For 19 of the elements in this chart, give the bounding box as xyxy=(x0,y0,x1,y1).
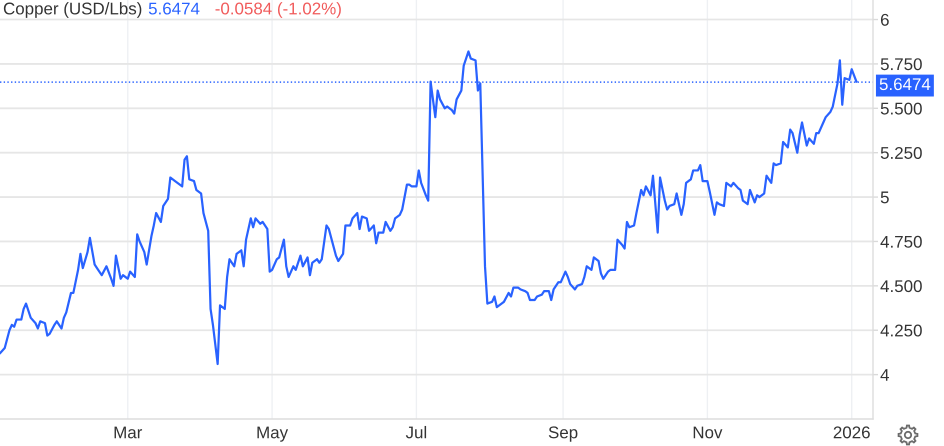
y-tick-label: 5.500 xyxy=(880,102,922,115)
ref-line-label: 5.6474 xyxy=(880,78,930,90)
y-tick-label: 6 xyxy=(880,14,889,26)
x-tick-label: Jul xyxy=(406,426,426,438)
x-tick-label: Sep xyxy=(548,426,578,442)
y-tick-label: 4.750 xyxy=(880,236,922,248)
annotation: 5.6474 xyxy=(148,2,200,15)
y-tick-label: 4.500 xyxy=(880,280,922,292)
y-tick-label: 5 xyxy=(880,192,889,204)
y-tick-label: 5.250 xyxy=(880,146,922,159)
y-tick-label: 4 xyxy=(880,369,890,381)
y-tick-label: 5.750 xyxy=(880,58,922,70)
x-tick-label: May xyxy=(257,426,288,442)
chart-title: Copper (USD/Lbs) xyxy=(4,2,142,18)
y-tick-label: 4.250 xyxy=(880,324,922,337)
x-tick-label: 2026 xyxy=(834,426,870,438)
x-tick-label: Mar xyxy=(114,426,142,438)
annotation: -0.0584 (-1.02%) xyxy=(216,2,341,18)
x-tick-label: Nov xyxy=(694,426,722,438)
